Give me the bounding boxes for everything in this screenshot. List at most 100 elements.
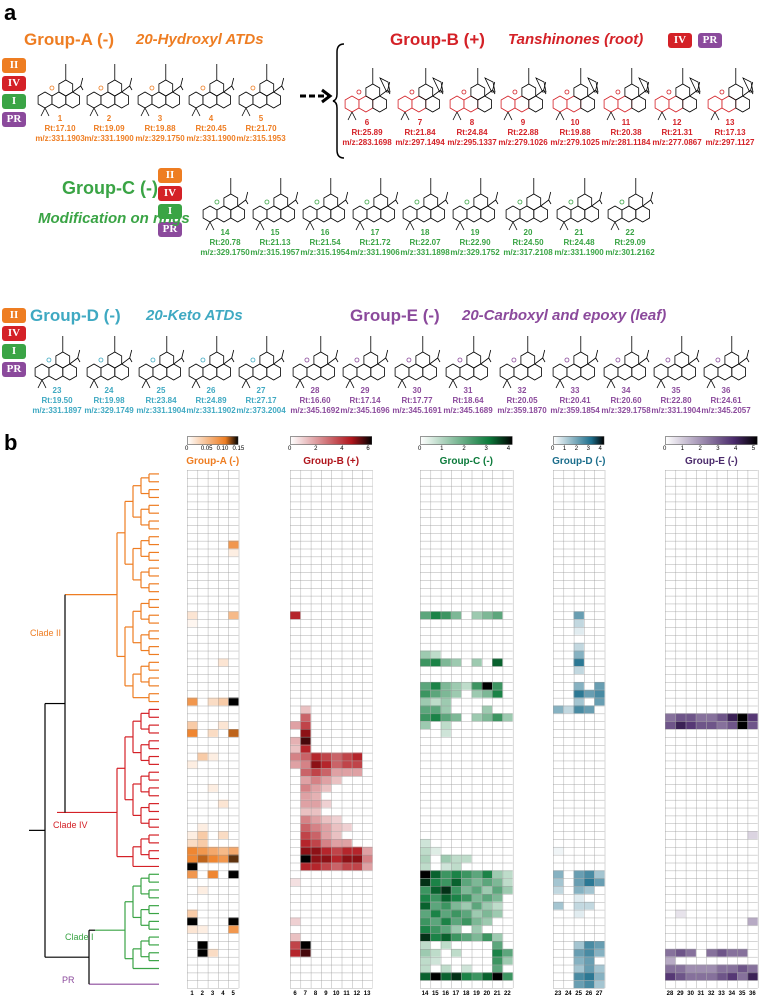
colorbar-tick: 4 [733,446,738,452]
heatmap-cell [420,886,431,894]
heatmap-cell [737,964,748,973]
heatmap-cell [481,893,493,902]
heatmap-cell [450,862,462,871]
heatmap-cell [502,972,513,981]
heatmap-cell [594,870,605,879]
heatmap-cell [450,893,462,902]
compound-label: 13 Rt:17.13 m/z:297.1127 [695,118,765,148]
compound-num: 21 [574,228,584,237]
heatmap-cell [583,972,595,981]
compound-label: 10 Rt:19.88 m/z:279.1025 [540,118,610,148]
compound-structure-groupC-1 [252,178,299,231]
heatmap-cell [420,972,431,981]
heatmap-cell [573,697,584,706]
compound-rt: Rt:19.88 [559,128,591,137]
heatmap-cell [440,917,451,926]
compound-num: 28 [310,386,320,395]
heatmap-cell [492,972,503,981]
heatmap-cell [197,948,208,957]
heatmap-cell [362,846,373,855]
heatmap-cell [440,697,451,706]
badge-ii: II [158,168,182,183]
badge-i: I [2,344,26,359]
heatmap-column-label: 11 [343,991,350,998]
heatmap-cell [502,713,513,722]
heatmap-cell [420,917,431,926]
heatmap-cell [716,713,727,722]
heatmap-cell [187,838,198,847]
heatmap-cell [450,611,462,620]
colorbar-tick: 0 [551,446,555,452]
compound-mz: m/z:359.1870 [497,406,547,415]
compound-num: 33 [570,386,580,395]
heatmap-cell [440,933,451,941]
heatmap-cell [420,611,431,620]
heatmap-cell [300,768,311,777]
heatmap-cell [471,933,482,941]
heatmap-cell [331,815,342,824]
group-c-title: Group-C (-) [62,178,158,198]
compound-rt: Rt:21.84 [404,128,436,137]
heatmap-cell [320,831,332,839]
heatmap-cell [217,854,229,863]
heatmap-cell [440,909,451,918]
heatmap-column-label: 3 [210,991,215,998]
heatmap-cell [502,886,513,894]
compound-label: 21 Rt:24.48 m/z:331.1900 [544,228,614,258]
heatmap-cell [420,870,431,879]
compound-label: 11 Rt:20.38 m/z:281.1184 [591,118,661,148]
heatmap-cell [573,948,584,957]
heatmap-cell [420,933,431,941]
heatmap-column-label: 28 [666,991,674,998]
heatmap-cell [502,956,513,965]
compound-num: 19 [470,228,480,237]
heatmap-cell [502,948,513,957]
heatmap-cell [471,870,482,879]
compound-rt: Rt:20.38 [610,128,642,137]
heatmap-column-label: 4 [221,991,225,998]
compound-mz: m/z:345.1689 [443,406,493,415]
compound-num: 6 [364,118,370,127]
heatmap-column-label: 26 [585,991,593,998]
heatmap-cell [440,964,451,973]
heatmap-cell [695,972,707,981]
compound-structure-groupE-0 [292,336,339,389]
heatmap-column-label: 14 [421,991,429,998]
heatmap-cell [207,870,218,879]
heatmap-cell [450,870,462,879]
heatmap-cell [583,886,595,894]
heatmap-cell [310,854,321,863]
heatmap-cell [594,697,605,706]
heatmap-column-label: 31 [697,991,705,998]
heatmap-cell [461,886,472,894]
heatmap-column-label: 19 [473,991,480,998]
heatmap-cell [573,964,584,973]
heatmap-cell [341,823,352,832]
heatmap-cell [471,925,482,934]
heatmap-cell [594,948,605,957]
compound-structure-groupE-1 [342,336,389,389]
heatmap-cell [573,870,584,879]
heatmap-cell [471,611,482,620]
compound-structure-groupD-1 [86,336,133,389]
clade-iv-label: Clade IV [53,820,88,830]
heatmap-cell [420,925,431,934]
heatmap-cell [341,768,352,777]
compound-structure-groupC-7 [556,178,603,231]
heatmap-cell [573,886,584,894]
heatmap-cell [362,854,373,863]
compound-num: 16 [320,228,330,237]
heatmap-cell [726,972,738,981]
heatmap-cell [461,854,472,863]
heatmap-cell [594,878,605,887]
compound-mz: m/z:317.2108 [503,248,553,257]
heatmap-title: Group-E (-) [684,456,738,467]
heatmap-cell [430,878,441,887]
heatmap-cell [706,964,717,973]
heatmap-cell [341,854,352,863]
heatmap-cell [300,799,311,808]
badge-iv: IV [2,326,26,341]
heatmap-cell [471,901,482,910]
heatmap-cell [430,713,441,722]
heatmap-cell [594,689,605,698]
